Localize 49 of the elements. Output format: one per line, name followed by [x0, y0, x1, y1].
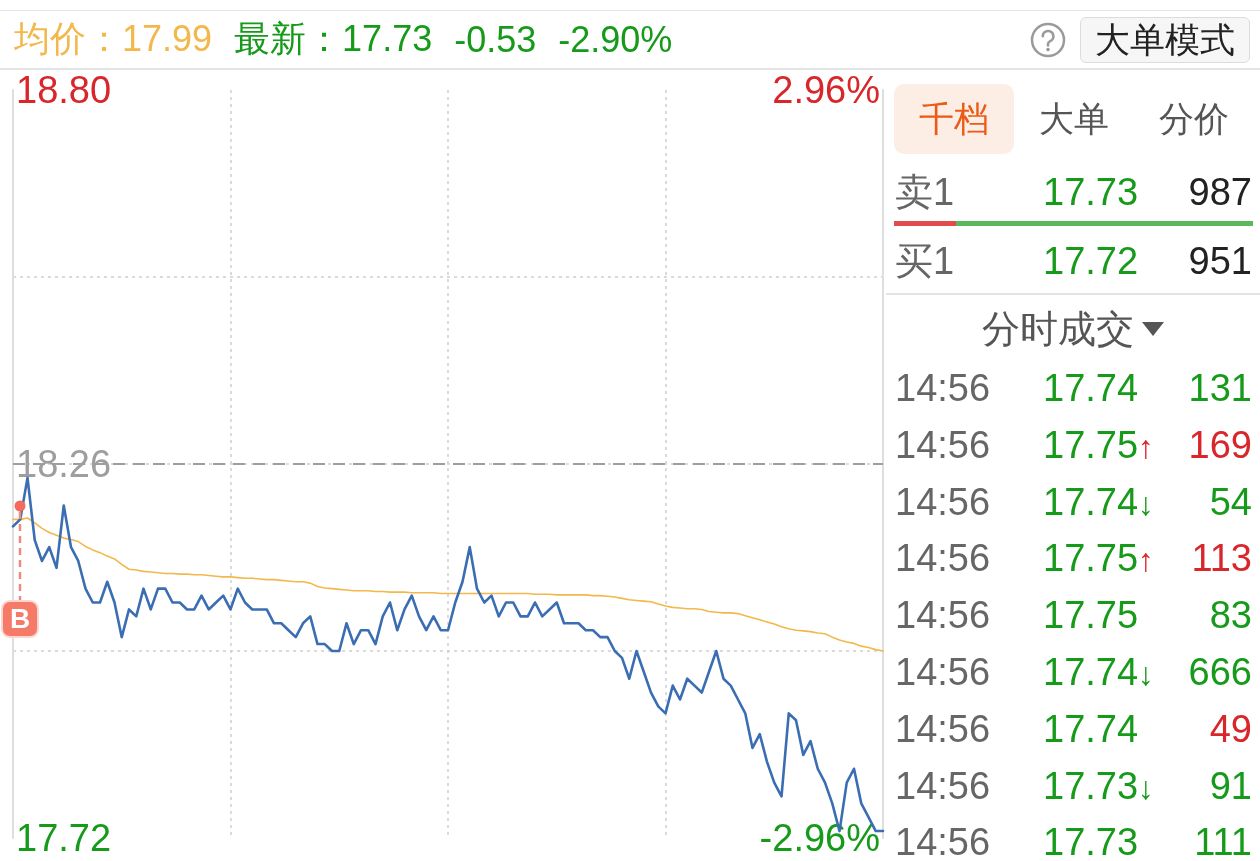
- text: 83: [1209, 593, 1252, 639]
- text: 卖1: [895, 170, 955, 215]
- text: 14:56: [895, 706, 991, 752]
- text: 17.73: [1043, 170, 1139, 215]
- text: -2.90%: [558, 18, 673, 61]
- mode-button: 大单模式: [1080, 17, 1250, 63]
- text: 14:56: [895, 366, 991, 411]
- text: 14:56: [895, 422, 991, 468]
- text: 14:56: [895, 479, 991, 525]
- text: 49: [1209, 706, 1252, 752]
- text: 666: [1188, 650, 1252, 695]
- text: 17.74↓: [1043, 651, 1155, 693]
- text: 14:56: [895, 536, 991, 582]
- text: 17.74: [1043, 366, 1139, 411]
- y-tick-label: 18.80: [16, 69, 112, 111]
- text: 17.75: [1043, 593, 1139, 639]
- text: 14:56: [895, 763, 991, 809]
- y2-tick-label: 2.96%: [772, 69, 880, 111]
- text: 17.75↑: [1043, 423, 1155, 466]
- text: 17.73↓: [1043, 764, 1155, 807]
- text: 17.72: [1043, 239, 1139, 284]
- line-series: [12, 517, 884, 652]
- annotation: B: [3, 601, 37, 636]
- text: 111: [1194, 820, 1252, 861]
- y-tick-label: 18.26: [16, 443, 112, 485]
- text: 987: [1188, 170, 1252, 215]
- text: 91: [1209, 763, 1252, 809]
- text: 113: [1191, 536, 1252, 582]
- text: 均价：17.99: [14, 17, 213, 61]
- text: 千档: [894, 84, 1014, 154]
- text: 169: [1188, 422, 1252, 468]
- text: 54: [1209, 479, 1252, 525]
- text: 最新：17.73: [234, 17, 433, 61]
- text: 分时成交: [982, 307, 1134, 352]
- text: -0.53: [454, 18, 537, 61]
- text: 131: [1188, 366, 1252, 411]
- text: 买1: [895, 239, 955, 284]
- text: 17.74↓: [1043, 480, 1155, 523]
- text: 951: [1188, 239, 1252, 284]
- text: 17.73: [1043, 820, 1139, 861]
- text: 14:56: [895, 820, 991, 861]
- text: 分价: [1158, 98, 1230, 140]
- text: 14:56: [895, 650, 991, 695]
- y2-tick-label: -2.96%: [759, 817, 880, 859]
- text: 大单: [1038, 98, 1110, 140]
- text: 14:56: [895, 593, 991, 639]
- text: 17.74: [1043, 706, 1139, 752]
- y-tick-label: 17.72: [16, 817, 112, 859]
- text: 17.75↑: [1043, 537, 1155, 580]
